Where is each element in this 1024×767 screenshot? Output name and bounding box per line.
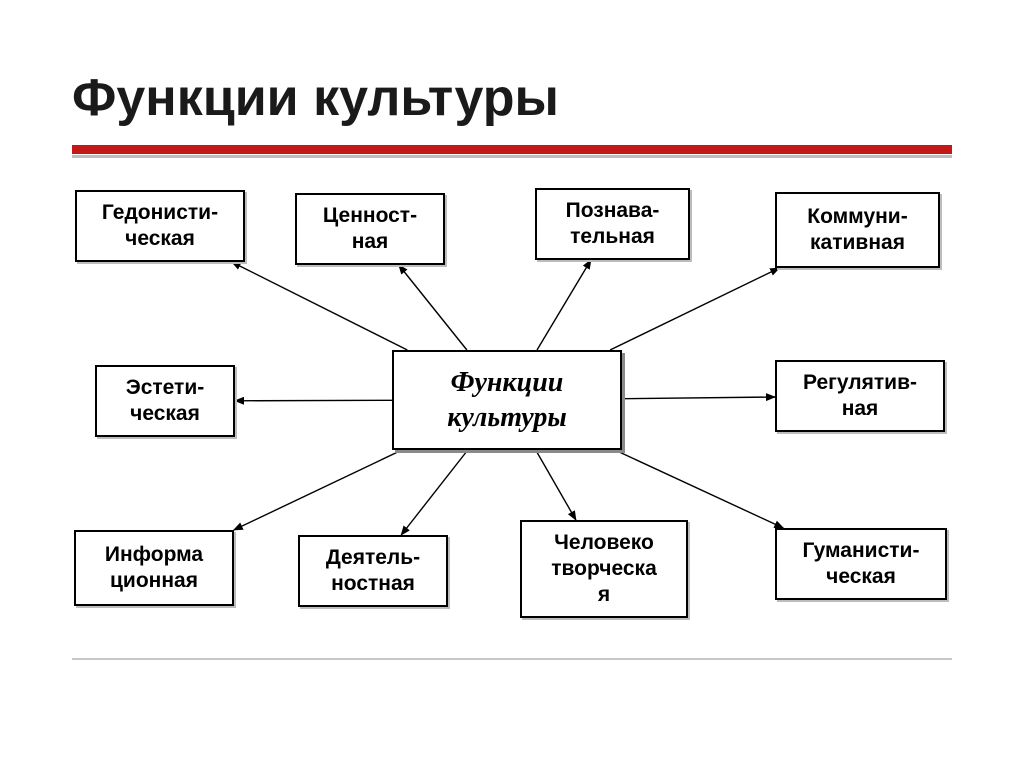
title-underline-gray <box>72 155 952 158</box>
node-n8: Деятель-ностная <box>298 535 448 607</box>
node-line: Функции <box>451 365 564 400</box>
node-n4: Коммуни-кативная <box>775 192 940 268</box>
node-line: кативная <box>810 230 905 256</box>
slide-title: Функции культуры <box>72 68 559 128</box>
node-n10: Гуманисти-ческая <box>775 528 947 600</box>
node-line: Регулятив- <box>803 370 917 396</box>
edge-center-n2 <box>399 265 467 350</box>
slide: Функции культуры Функциикультуры Гедонист… <box>0 0 1024 767</box>
node-line: ческая <box>130 401 200 427</box>
edge-center-n4 <box>610 268 779 350</box>
node-line: Эстети- <box>126 375 205 401</box>
node-n9: Человекотворческая <box>520 520 688 618</box>
edge-center-n8 <box>401 450 468 535</box>
node-line: Информа <box>105 542 203 568</box>
node-line: творческа <box>551 556 657 582</box>
edge-center-n9 <box>536 450 576 520</box>
node-n6: Регулятив-ная <box>775 360 945 432</box>
edge-center-n6 <box>622 397 775 399</box>
node-n7: Информационная <box>74 530 234 606</box>
center-node: Функциикультуры <box>392 350 622 450</box>
node-n5: Эстети-ческая <box>95 365 235 437</box>
edge-center-n5 <box>235 400 392 401</box>
node-line: ционная <box>110 568 198 594</box>
edge-center-n3 <box>537 260 591 350</box>
edge-center-n1 <box>232 262 407 350</box>
node-line: ческая <box>826 564 896 590</box>
node-n3: Познава-тельная <box>535 188 690 260</box>
edge-center-n10 <box>615 450 783 528</box>
node-line: Человеко <box>554 530 654 556</box>
node-line: я <box>598 582 610 608</box>
node-n2: Ценност-ная <box>295 193 445 265</box>
node-line: Познава- <box>566 198 660 224</box>
node-line: Гуманисти- <box>803 538 920 564</box>
node-line: Ценност- <box>323 203 417 229</box>
node-line: Коммуни- <box>807 204 907 230</box>
node-line: ная <box>352 229 389 255</box>
node-n1: Гедонисти-ческая <box>75 190 245 262</box>
node-line: Деятель- <box>326 545 420 571</box>
node-line: ностная <box>331 571 415 597</box>
node-line: тельная <box>570 224 655 250</box>
content-underline <box>72 658 952 660</box>
edge-center-n7 <box>234 450 402 530</box>
node-line: ческая <box>125 226 195 252</box>
node-line: ная <box>842 396 879 422</box>
title-underline-red <box>72 145 952 154</box>
node-line: Гедонисти- <box>102 200 218 226</box>
node-line: культуры <box>447 400 567 435</box>
